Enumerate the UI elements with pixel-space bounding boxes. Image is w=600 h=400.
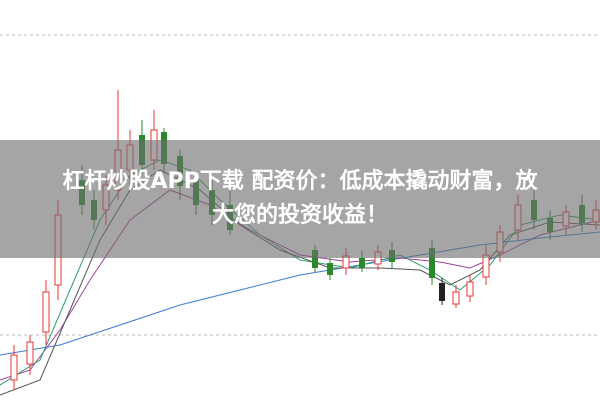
banner-line: 杠杆炒股APP下载 配资价：低成本撬动财富，放 [62, 169, 538, 194]
banner-line: 大您的投资收益！ [211, 203, 388, 228]
title-banner: 杠杆炒股APP下载 配资价：低成本撬动财富，放 大您的投资收益！ [0, 140, 600, 258]
